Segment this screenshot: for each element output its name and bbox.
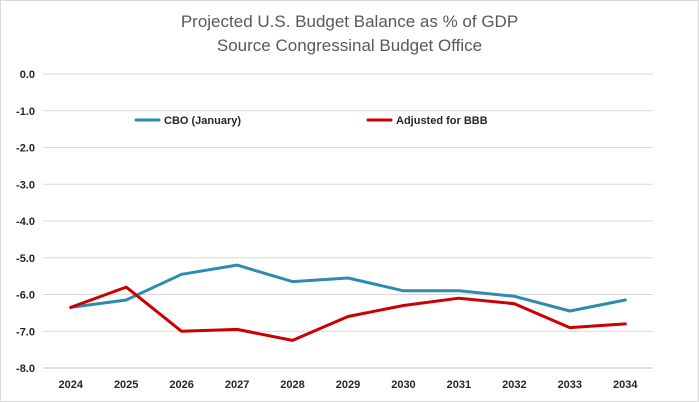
series-line-1	[69, 285, 627, 342]
x-tick-label: 2028	[280, 379, 304, 391]
y-tick-label: 0.0	[20, 69, 35, 81]
y-tick-label: -8.0	[16, 363, 35, 375]
x-tick-labels: 2024 2025 2026 2027 2028 2029 2030 2031 2032 2033…	[58, 379, 638, 391]
legend: CBO (January) Adjusted for BBB	[134, 115, 488, 127]
series-lines	[69, 263, 627, 342]
y-tick-label: -3.0	[16, 179, 35, 191]
gridlines	[43, 73, 653, 332]
x-tick-label: 2027	[225, 379, 249, 391]
y-tick-label: -7.0	[16, 326, 35, 338]
x-tick-label: 2029	[336, 379, 360, 391]
y-tick-label: -2.0	[16, 143, 35, 155]
y-tick-label: -6.0	[16, 290, 35, 302]
y-tick-label: -5.0	[16, 253, 35, 265]
series-line-0	[69, 263, 627, 313]
x-tick-label: 2034	[613, 379, 638, 391]
x-tick-label: 2024	[58, 379, 83, 391]
x-tick-label: 2026	[169, 379, 193, 391]
chart-subtitle: Source Congressinal Budget Office	[216, 36, 483, 55]
x-tick-label: 2032	[502, 379, 526, 391]
x-tick-label: 2031	[447, 379, 471, 391]
x-tick-label: 2033	[558, 379, 582, 391]
legend-label-1: Adjusted for BBB	[396, 115, 488, 127]
x-tick-label: 2025	[114, 379, 138, 391]
chart-title: Projected U.S. Budget Balance as % of GD…	[180, 12, 519, 31]
y-tick-label: -4.0	[16, 216, 35, 228]
y-tick-labels: 0.0 -1.0 -2.0 -3.0 -4.0 -5.0 -6.0 -7.0 -8.0	[16, 69, 35, 375]
legend-label-0: CBO (January)	[164, 115, 241, 127]
x-tick-label: 2030	[391, 379, 415, 391]
y-tick-label: -1.0	[16, 106, 35, 118]
